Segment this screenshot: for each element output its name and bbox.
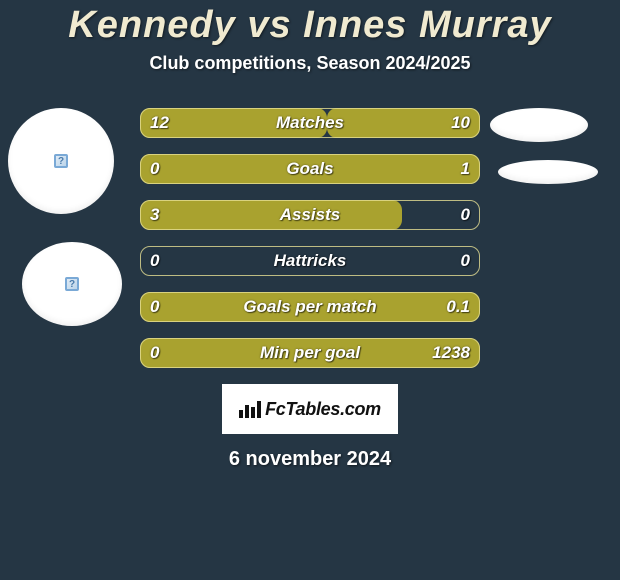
stat-label: Goals — [140, 154, 480, 184]
stat-row: 30Assists — [140, 200, 480, 230]
stats-area: ? ? 1210Matches 01Goals 30Assists 00Hattric… — [0, 108, 620, 368]
vs-label: vs — [247, 4, 291, 46]
page-title: Kennedy vs Innes Murray — [0, 4, 620, 47]
player-right-avatar — [490, 108, 588, 142]
stat-row: 00Hattricks — [140, 246, 480, 276]
stat-label: Assists — [140, 200, 480, 230]
stat-row: 1210Matches — [140, 108, 480, 138]
stat-label: Hattricks — [140, 246, 480, 276]
brand-text: FcTables.com — [265, 399, 381, 420]
image-placeholder-icon: ? — [65, 277, 79, 291]
stat-label: Min per goal — [140, 338, 480, 368]
player-left-avatar: ? — [8, 108, 114, 214]
image-placeholder-icon: ? — [54, 154, 68, 168]
infographic: Kennedy vs Innes Murray Club competition… — [0, 0, 620, 580]
player-right-name: Innes Murray — [303, 4, 552, 46]
stat-row: 00.1Goals per match — [140, 292, 480, 322]
brand-badge: FcTables.com — [222, 384, 398, 434]
stat-row: 01238Min per goal — [140, 338, 480, 368]
player-right-club-avatar — [498, 160, 598, 184]
stat-row: 01Goals — [140, 154, 480, 184]
player-left-club-avatar: ? — [22, 242, 122, 326]
player-left-name: Kennedy — [68, 4, 235, 46]
footer-date: 6 november 2024 — [0, 448, 620, 471]
stat-label: Matches — [140, 108, 480, 138]
subtitle: Club competitions, Season 2024/2025 — [0, 53, 620, 74]
stat-label: Goals per match — [140, 292, 480, 322]
brand-bars-icon — [239, 400, 261, 418]
